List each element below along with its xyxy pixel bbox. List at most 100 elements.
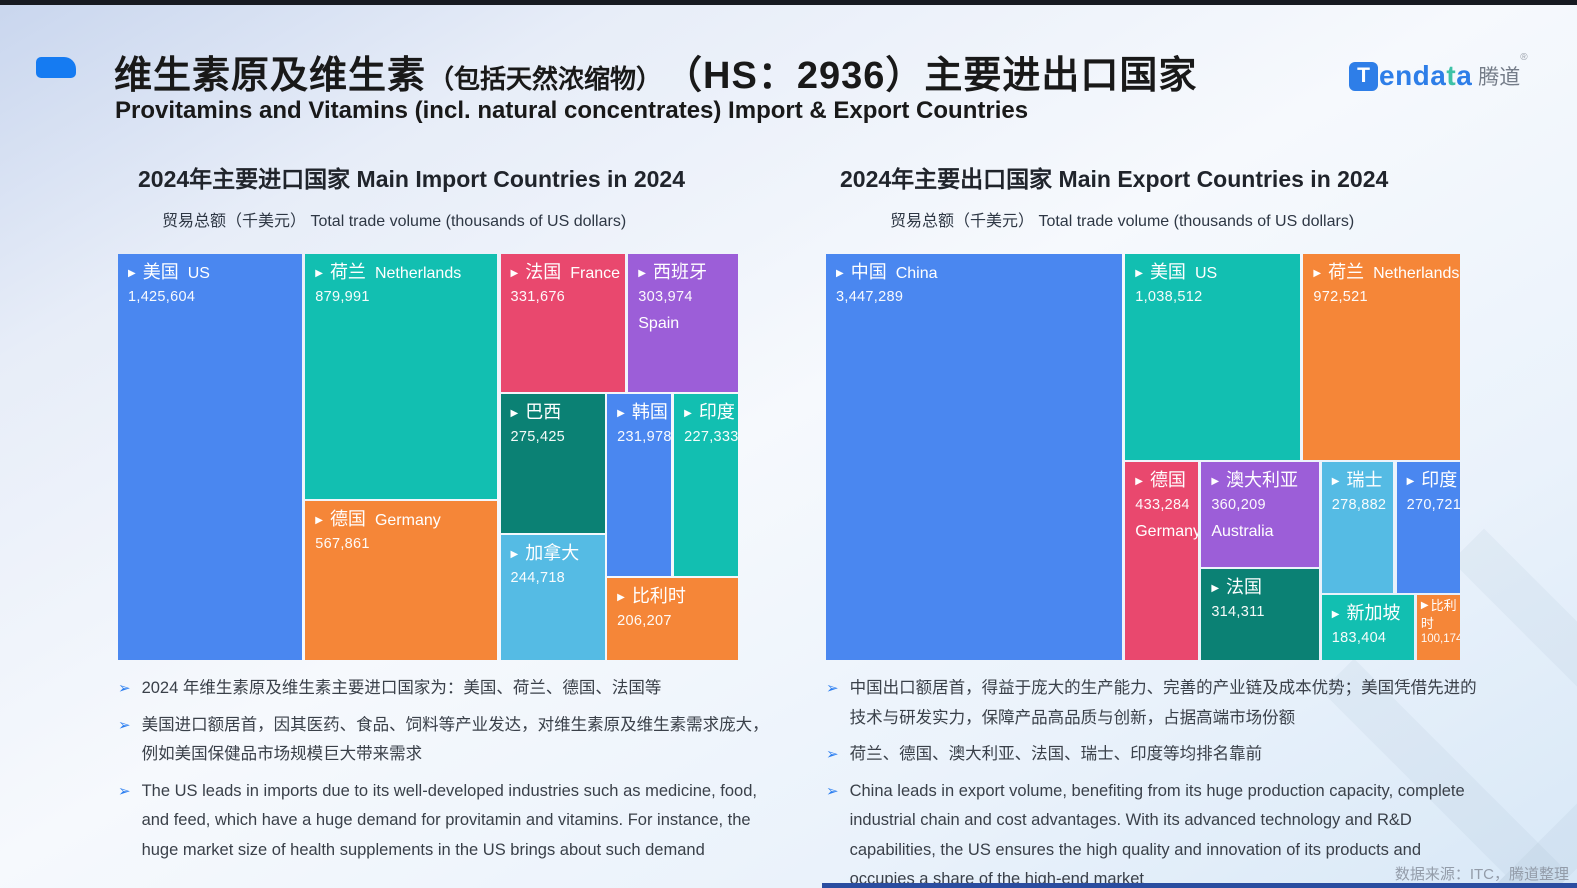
triangle-marker-icon: ▶	[1420, 600, 1429, 612]
cell-label: ▶ 澳大利亚	[1211, 468, 1312, 496]
triangle-marker-icon: ▶	[510, 408, 519, 420]
cell-name-cn: 荷兰	[1328, 262, 1365, 282]
cell-label: ▶ 巴西	[511, 400, 599, 428]
page-title: 维生素原及维生素 （包括天然浓缩物） （HS：2936）主要进出口国家	[114, 44, 1197, 99]
treemap-cell-singapore[interactable]: ▶ 新加坡 183,404	[1321, 595, 1414, 660]
cell-value: 275,425	[510, 429, 566, 446]
cell-value: 244,718	[510, 569, 566, 586]
data-source-note: 数据来源：ITC，腾道整理	[1394, 866, 1569, 883]
treemap-cell-belgium-export[interactable]: ▶ 比利时 100,174	[1416, 595, 1460, 660]
tendata-logo-wordmark: endata	[1379, 60, 1472, 92]
cell-value: 227,333	[684, 429, 738, 446]
treemap-cell-us-export[interactable]: ▶ 美国 US 1,038,512	[1125, 254, 1301, 460]
triangle-marker-icon: ▶	[510, 268, 519, 279]
cell-name-en: Germany	[374, 512, 441, 530]
triangle-marker-icon: ▶	[638, 268, 646, 279]
treemap-cell-belgium[interactable]: ▶ 比利时 206,207	[607, 577, 738, 660]
logo-cn-chars: 腾道	[1478, 66, 1521, 89]
treemap-cell-australia[interactable]: ▶ 澳大利亚 360,209 Australia	[1201, 461, 1319, 567]
page-subtitle-en: Provitamins and Vitamins (incl. natural …	[115, 97, 1029, 124]
title-accent-chip	[36, 57, 76, 78]
export-section-title: 2024年主要出口国家 Main Export Countries in 202…	[840, 166, 1389, 192]
cell-name-en: Netherlands	[1373, 265, 1460, 282]
treemap-cell-netherlands[interactable]: ▶ 荷兰 Netherlands 879,991	[305, 254, 498, 500]
triangle-marker-icon: ▶	[1331, 609, 1340, 621]
cell-name-en: Germany	[1135, 522, 1199, 540]
cell-name-cn: 美国	[142, 262, 179, 282]
cell-label: ▶ 印度	[684, 400, 735, 428]
title-cn-paren: （包括天然浓缩物）	[428, 64, 663, 94]
treemap-cell-spain[interactable]: ▶ 西班牙 303,974 Spain	[628, 254, 738, 392]
cell-name-cn: 法国	[1226, 577, 1263, 598]
treemap-cell-germany[interactable]: ▶ 德国 Germany 567,861	[305, 501, 498, 660]
cell-name-en: China	[895, 265, 938, 282]
cell-label: ▶ 美国 US	[128, 260, 296, 288]
triangle-marker-icon: ▶	[315, 268, 323, 279]
bullet-item: ➢ 美国进口额居首，因其医药、食品、饲料等产业发达，对维生素原及维生素需求庞大，例…	[118, 711, 770, 770]
arrow-bullet-icon: ➢	[118, 782, 131, 800]
cell-value: 1,038,512	[1135, 289, 1203, 305]
logo-letters: enda	[1379, 60, 1447, 91]
bullet-text: 中国出口额居首，得益于庞大的生产能力、完善的产业链及成本优势；美国凭借先进的技术…	[849, 679, 1477, 727]
treemap-cell-france-export[interactable]: ▶ 法国 314,311	[1201, 569, 1319, 660]
triangle-marker-icon: ▶	[1406, 475, 1415, 487]
cell-value: 567,861	[315, 536, 370, 553]
treemap-cell-us[interactable]: ▶ 美国 US 1,425,604	[118, 254, 303, 660]
cell-label: ▶ 比利时	[1421, 598, 1458, 632]
treemap-cell-brazil[interactable]: ▶ 巴西 275,425	[500, 394, 605, 533]
triangle-marker-icon: ▶	[1135, 475, 1143, 487]
import-volume-label: 贸易总额（千美元） Total trade volume (thousands …	[162, 213, 627, 230]
cell-label: ▶ 荷兰 Netherlands	[315, 260, 491, 288]
arrow-bullet-icon: ➢	[826, 680, 839, 697]
bullet-item: ➢ 2024 年维生素原及维生素主要进口国家为：美国、荷兰、德国、法国等	[118, 674, 770, 704]
treemap-cell-canada[interactable]: ▶ 加拿大 244,718	[500, 534, 605, 660]
logo-letters: a	[1456, 60, 1473, 91]
cell-label: ▶ 德国 Germany	[315, 507, 491, 535]
cell-name-en: Australia	[1211, 522, 1274, 540]
cell-value: 360,209	[1211, 496, 1266, 513]
arrow-bullet-icon: ➢	[118, 716, 131, 734]
cell-name-cn: 印度	[1421, 469, 1458, 490]
logo-letter-teal: t	[1446, 60, 1457, 91]
bullet-text: China leads in export volume, benefiting…	[849, 781, 1465, 888]
triangle-marker-icon: ▶	[1331, 475, 1340, 487]
treemap-cell-germany-export[interactable]: ▶ 德国 433,284 Germany	[1125, 461, 1199, 660]
cell-label: ▶ 比利时	[617, 584, 732, 612]
treemap-cell-south-korea[interactable]: ▶ 韩国 231,978	[607, 394, 672, 576]
cell-value: 206,207	[617, 612, 672, 629]
bullet-text: The US leads in imports due to its well-…	[141, 781, 757, 859]
cell-value: 278,882	[1331, 496, 1387, 513]
cell-label: ▶ 新加坡	[1332, 601, 1408, 629]
treemap-cell-india-export[interactable]: ▶ 印度 270,721	[1396, 461, 1460, 594]
cell-label: ▶ 印度	[1406, 468, 1458, 496]
cell-label: ▶ 荷兰 Netherlands	[1313, 260, 1459, 288]
cell-label: ▶ 美国 US	[1135, 260, 1294, 288]
triangle-marker-icon: ▶	[128, 268, 136, 279]
cell-name-cn: 澳大利亚	[1226, 469, 1299, 490]
arrow-bullet-icon: ➢	[826, 782, 839, 800]
treemap-cell-france[interactable]: ▶ 法国 France 331,676	[500, 254, 626, 392]
cell-label: ▶ 西班牙	[638, 260, 732, 288]
bullet-text: 荷兰、德国、澳大利亚、法国、瑞士、印度等均排名靠前	[849, 745, 1263, 763]
tendata-logo-icon: T	[1349, 61, 1378, 91]
treemap-cell-india[interactable]: ▶ 印度 227,333	[674, 394, 738, 576]
treemap-cell-netherlands-export[interactable]: ▶ 荷兰 Netherlands 972,521	[1303, 254, 1460, 460]
import-bullets: ➢ 2024 年维生素原及维生素主要进口国家为：美国、荷兰、德国、法国等 ➢ 美国进…	[118, 674, 770, 872]
treemap-cell-china[interactable]: ▶ 中国 China 3,447,289	[826, 254, 1123, 660]
top-edge-bar	[0, 0, 1577, 5]
treemap-cell-switzerland[interactable]: ▶ 瑞士 278,882	[1321, 461, 1394, 594]
cell-name-cn: 比利时	[1420, 598, 1457, 632]
export-bullets: ➢ 中国出口额居首，得益于庞大的生产能力、完善的产业链及成本优势；美国凭借先进的技…	[826, 674, 1486, 888]
cell-name-en: Netherlands	[374, 265, 462, 282]
bullet-text: 美国进口额居首，因其医药、食品、饲料等产业发达，对维生素原及维生素需求庞大，例如…	[141, 715, 769, 764]
bottom-edge-bar	[822, 883, 1577, 888]
triangle-marker-icon: ▶	[684, 408, 692, 420]
bullet-item: ➢ 荷兰、德国、澳大利亚、法国、瑞士、印度等均排名靠前	[826, 740, 1486, 770]
cell-name-cn: 中国	[850, 262, 887, 282]
registered-mark: ®	[1520, 52, 1528, 63]
cell-value: 1,425,604	[128, 289, 196, 305]
cell-value: 331,676	[510, 289, 566, 305]
cell-label: ▶ 德国	[1135, 468, 1192, 496]
cell-label: ▶ 加拿大	[511, 541, 599, 569]
cell-label: ▶ 法国	[1211, 575, 1312, 603]
